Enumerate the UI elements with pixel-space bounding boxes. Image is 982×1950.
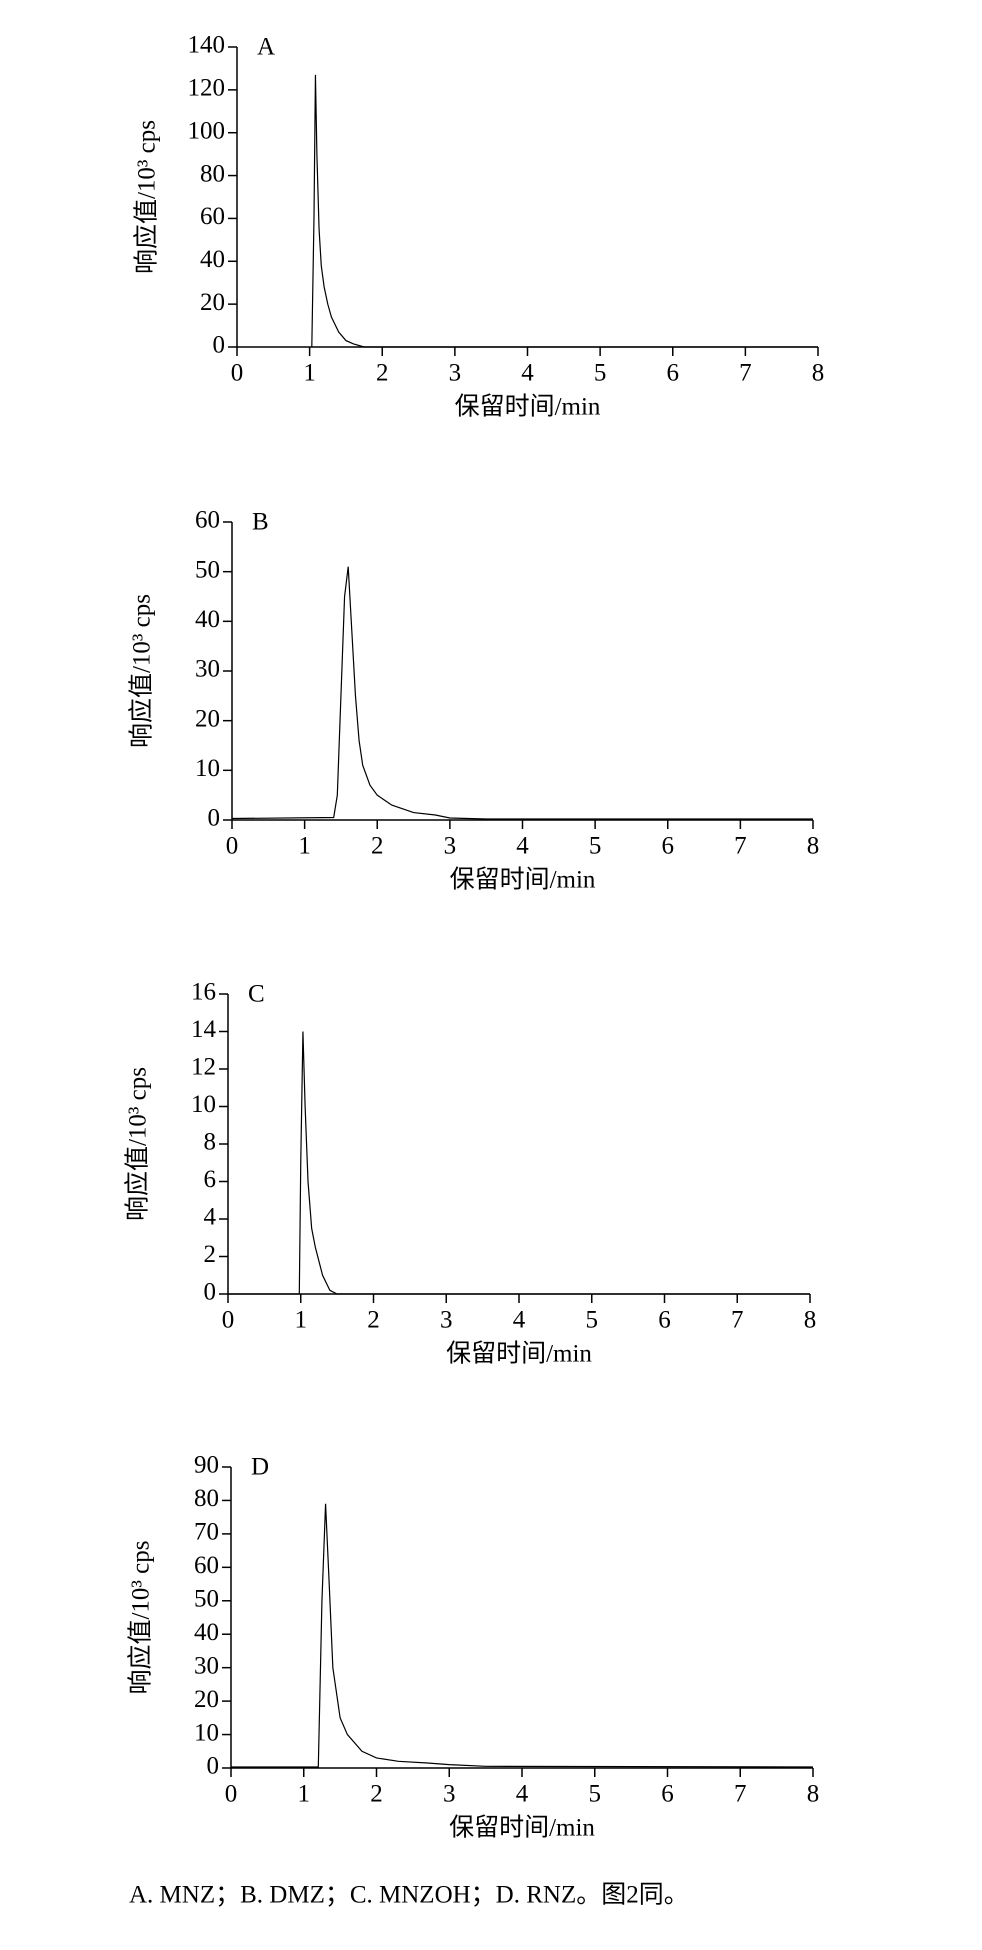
x-tick-label: 7 (739, 360, 752, 387)
x-tick-label: 8 (812, 360, 825, 387)
y-tick-label: 60 (194, 1552, 219, 1579)
y-tick-label: 120 (188, 75, 226, 102)
x-tick-label: 3 (440, 1307, 453, 1334)
y-tick-label: 14 (191, 1016, 217, 1043)
x-tick-label: 4 (513, 1307, 526, 1334)
x-tick-label: 3 (444, 833, 457, 860)
chromatogram-line (231, 1503, 814, 1768)
x-tick-label: 6 (658, 1307, 671, 1334)
x-tick-label: 7 (734, 833, 747, 860)
y-tick-label: 50 (195, 556, 220, 583)
y-tick-label: 6 (204, 1166, 217, 1193)
y-tick-label: 30 (195, 656, 220, 683)
y-tick-label: 4 (204, 1204, 217, 1231)
y-tick-label: 12 (191, 1054, 216, 1081)
y-tick-label: 2 (204, 1241, 217, 1268)
panel-label: C (248, 981, 265, 1008)
y-tick-label: 20 (200, 289, 225, 316)
caption: A. MNZ；B. DMZ；C. MNZOH；D. RNZ。图2同。 (129, 1882, 689, 1909)
chromatogram-line (228, 1031, 810, 1295)
x-tick-label: 1 (298, 1781, 311, 1808)
y-tick-label: 0 (207, 1753, 220, 1780)
panel-label: A (257, 34, 275, 61)
x-tick-label: 6 (662, 833, 675, 860)
y-tick-label: 10 (195, 755, 220, 782)
x-tick-label: 1 (298, 833, 311, 860)
y-tick-label: 50 (194, 1586, 219, 1613)
y-tick-label: 40 (200, 246, 225, 273)
y-tick-label: 0 (204, 1279, 217, 1306)
x-tick-label: 2 (370, 1781, 383, 1808)
x-tick-label: 0 (225, 1781, 238, 1808)
x-axis-label: 保留时间/min (450, 866, 596, 894)
x-tick-label: 2 (367, 1307, 380, 1334)
x-tick-label: 4 (516, 1781, 529, 1808)
y-tick-label: 30 (194, 1652, 219, 1679)
x-tick-label: 0 (222, 1307, 235, 1334)
x-tick-label: 2 (376, 360, 389, 387)
x-tick-label: 5 (589, 833, 602, 860)
x-tick-label: 1 (303, 360, 316, 387)
y-tick-label: 20 (194, 1686, 219, 1713)
x-tick-label: 1 (295, 1307, 308, 1334)
x-tick-label: 5 (586, 1307, 599, 1334)
chromatogram-line (311, 74, 818, 348)
y-axis-label: 响应值/10³ cps (127, 1540, 155, 1694)
y-tick-label: 40 (194, 1619, 219, 1646)
y-tick-label: 60 (195, 507, 220, 534)
y-tick-label: 0 (208, 805, 221, 832)
x-tick-label: 4 (516, 833, 529, 860)
y-tick-label: 60 (200, 203, 225, 230)
y-tick-label: 80 (194, 1485, 219, 1512)
x-tick-label: 0 (226, 833, 239, 860)
y-axis-label: 响应值/10³ cps (124, 1067, 152, 1221)
y-axis-label: 响应值/10³ cps (128, 594, 156, 748)
y-tick-label: 8 (204, 1129, 217, 1156)
x-tick-label: 6 (661, 1781, 674, 1808)
x-axis-label: 保留时间/min (446, 1340, 592, 1368)
chromatogram-line (231, 566, 813, 820)
x-tick-label: 8 (807, 833, 820, 860)
x-tick-label: 4 (521, 360, 534, 387)
y-tick-label: 90 (194, 1452, 219, 1479)
y-axis-label: 响应值/10³ cps (133, 120, 161, 274)
x-tick-label: 7 (734, 1781, 747, 1808)
x-tick-label: 5 (594, 360, 607, 387)
x-tick-label: 3 (443, 1781, 456, 1808)
x-tick-label: 2 (371, 833, 384, 860)
y-tick-label: 70 (194, 1519, 219, 1546)
y-tick-label: 10 (191, 1091, 216, 1118)
x-axis-label: 保留时间/min (449, 1814, 595, 1842)
y-tick-label: 20 (195, 705, 220, 732)
x-tick-label: 5 (589, 1781, 602, 1808)
x-tick-label: 6 (667, 360, 680, 387)
panel-label: D (251, 1454, 269, 1481)
y-tick-label: 10 (194, 1719, 219, 1746)
y-tick-label: 80 (200, 160, 225, 187)
panel-label: B (252, 509, 269, 536)
y-tick-label: 40 (195, 606, 220, 633)
x-tick-label: 7 (731, 1307, 744, 1334)
x-tick-label: 3 (449, 360, 462, 387)
y-tick-label: 0 (213, 332, 226, 359)
x-axis-label: 保留时间/min (455, 393, 601, 421)
y-tick-label: 140 (188, 32, 226, 59)
x-tick-label: 8 (807, 1781, 820, 1808)
x-tick-label: 8 (804, 1307, 817, 1334)
x-tick-label: 0 (231, 360, 244, 387)
y-tick-label: 100 (188, 117, 226, 144)
y-tick-label: 16 (191, 979, 216, 1006)
